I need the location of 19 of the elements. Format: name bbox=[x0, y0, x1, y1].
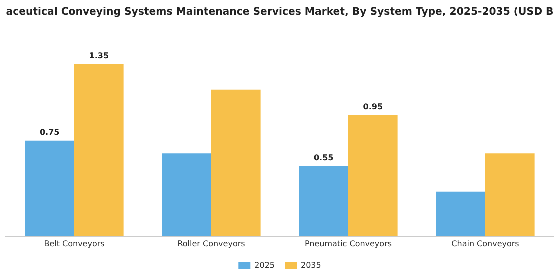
bar bbox=[74, 64, 124, 236]
x-tick-label: Belt Conveyors bbox=[44, 239, 105, 248]
bar bbox=[436, 192, 486, 236]
data-label: 0.55 bbox=[314, 153, 334, 162]
x-tick-label: Roller Conveyors bbox=[178, 239, 246, 248]
legend-label: 2035 bbox=[301, 261, 322, 270]
data-label: 1.35 bbox=[89, 52, 110, 61]
data-label: 0.95 bbox=[363, 102, 384, 112]
bar bbox=[212, 90, 261, 236]
bar bbox=[299, 166, 348, 236]
chart-title: aceutical Conveying Systems Maintenance Services Market, By System Type, 2025-2035 (USD B bbox=[6, 6, 554, 18]
bar bbox=[162, 154, 212, 236]
data-label: 0.75 bbox=[40, 128, 60, 137]
bar bbox=[348, 115, 398, 236]
bar bbox=[25, 140, 74, 236]
x-tick-label: Chain Conveyors bbox=[452, 239, 520, 248]
bar bbox=[486, 154, 535, 236]
legend-label: 2025 bbox=[254, 261, 275, 270]
x-tick-label: Pneumatic Conveyors bbox=[304, 239, 392, 248]
